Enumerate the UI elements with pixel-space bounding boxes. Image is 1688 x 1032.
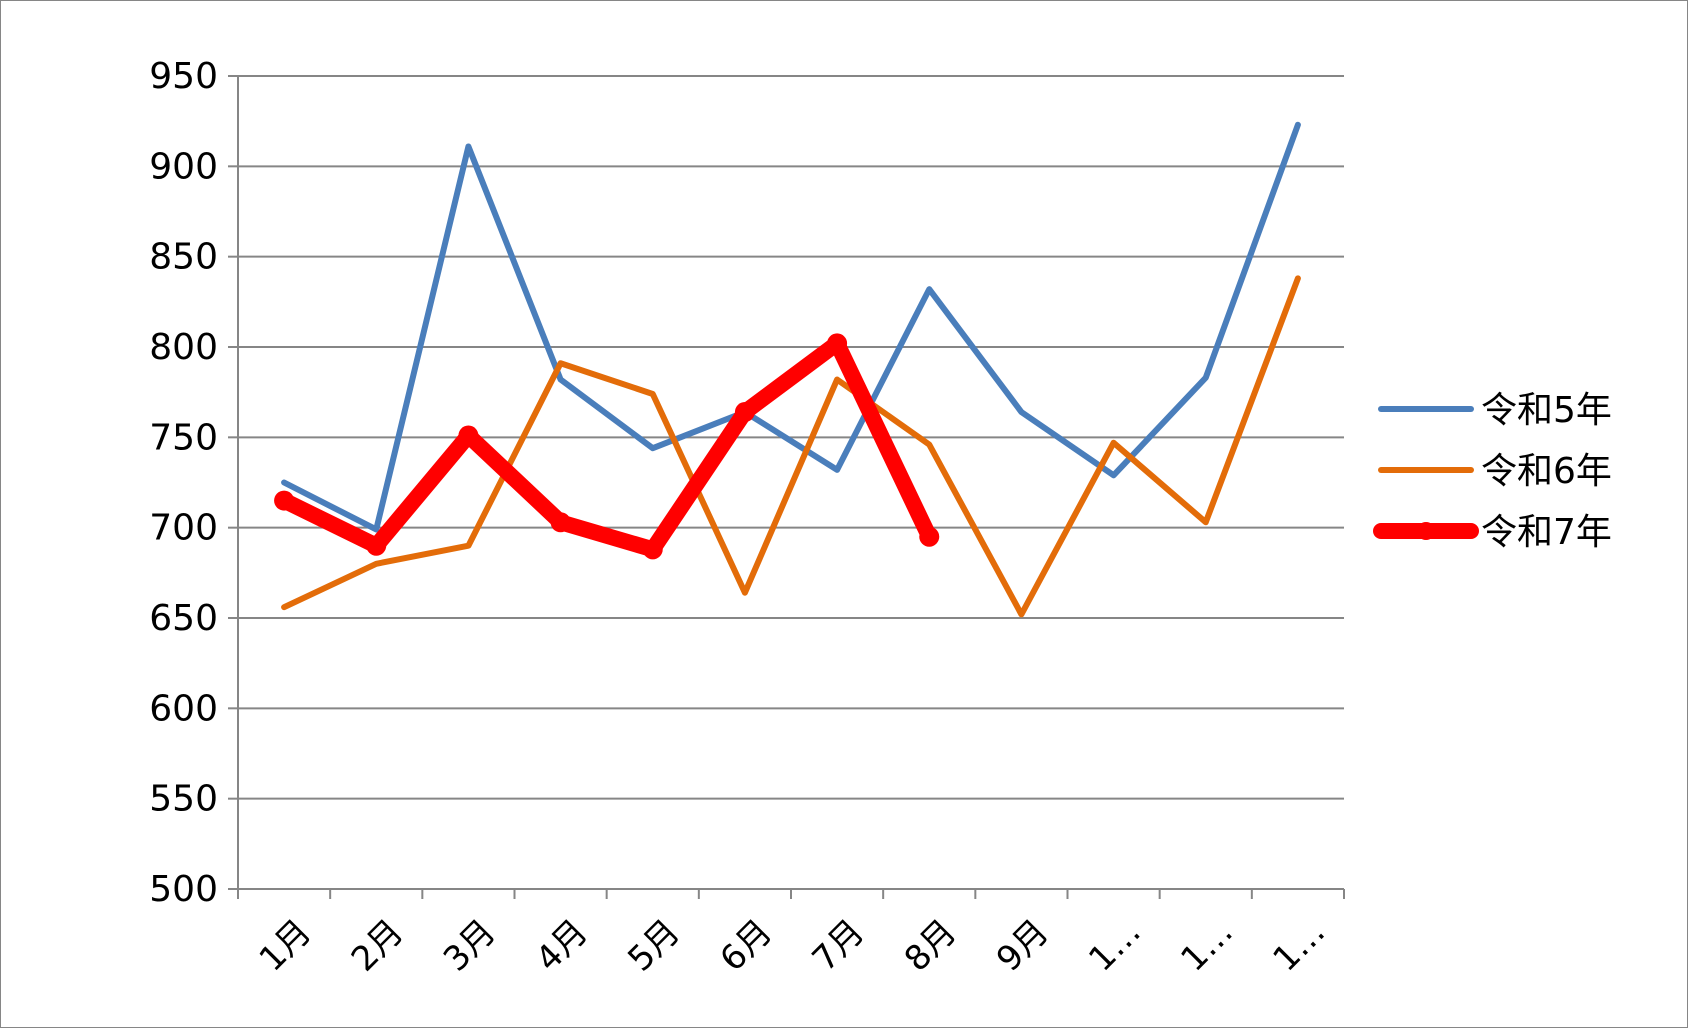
y-tick-label: 950 [149, 56, 218, 97]
x-tick-label: 1月 [252, 912, 320, 980]
y-tick-label: 750 [149, 417, 218, 458]
legend-marker [1417, 522, 1435, 540]
data-point-marker [550, 512, 571, 533]
data-point-marker [366, 535, 387, 556]
x-tick-label: 7月 [805, 912, 873, 980]
x-tick-label: 1… [1173, 912, 1241, 980]
x-tick-label: 1… [1081, 912, 1149, 980]
legend-label-3: 令和7年 [1481, 512, 1612, 553]
x-tick-label: 2月 [344, 912, 412, 980]
x-tick-label: 6月 [712, 912, 780, 980]
data-point-marker [274, 490, 295, 511]
legend-label-1: 令和5年 [1481, 390, 1612, 431]
data-point-marker [919, 526, 940, 547]
x-tick-label: 9月 [989, 912, 1057, 980]
y-tick-label: 550 [149, 779, 218, 820]
y-tick-label: 650 [149, 598, 218, 639]
y-tick-label: 850 [149, 237, 218, 278]
series-line-2 [281, 275, 1301, 618]
data-point-marker [642, 539, 663, 560]
y-tick-label: 700 [149, 508, 218, 549]
y-tick-label: 500 [149, 869, 218, 910]
y-tick-label: 900 [149, 146, 218, 187]
x-tick-label: 1… [1265, 912, 1333, 980]
data-point-marker [458, 425, 479, 446]
x-tick-label: 4月 [528, 912, 596, 980]
y-tick-label: 800 [149, 327, 218, 368]
x-tick-label: 3月 [436, 912, 504, 980]
x-tick-label: 5月 [620, 912, 688, 980]
y-tick-label: 600 [149, 688, 218, 729]
data-point-marker [827, 333, 848, 354]
gridlines [238, 75, 1344, 800]
data-point-marker [734, 402, 755, 423]
x-tick-label: 8月 [897, 912, 965, 980]
series-line-3 [276, 335, 938, 558]
legend-label-2: 令和6年 [1481, 451, 1612, 492]
series-lines [274, 121, 1301, 618]
